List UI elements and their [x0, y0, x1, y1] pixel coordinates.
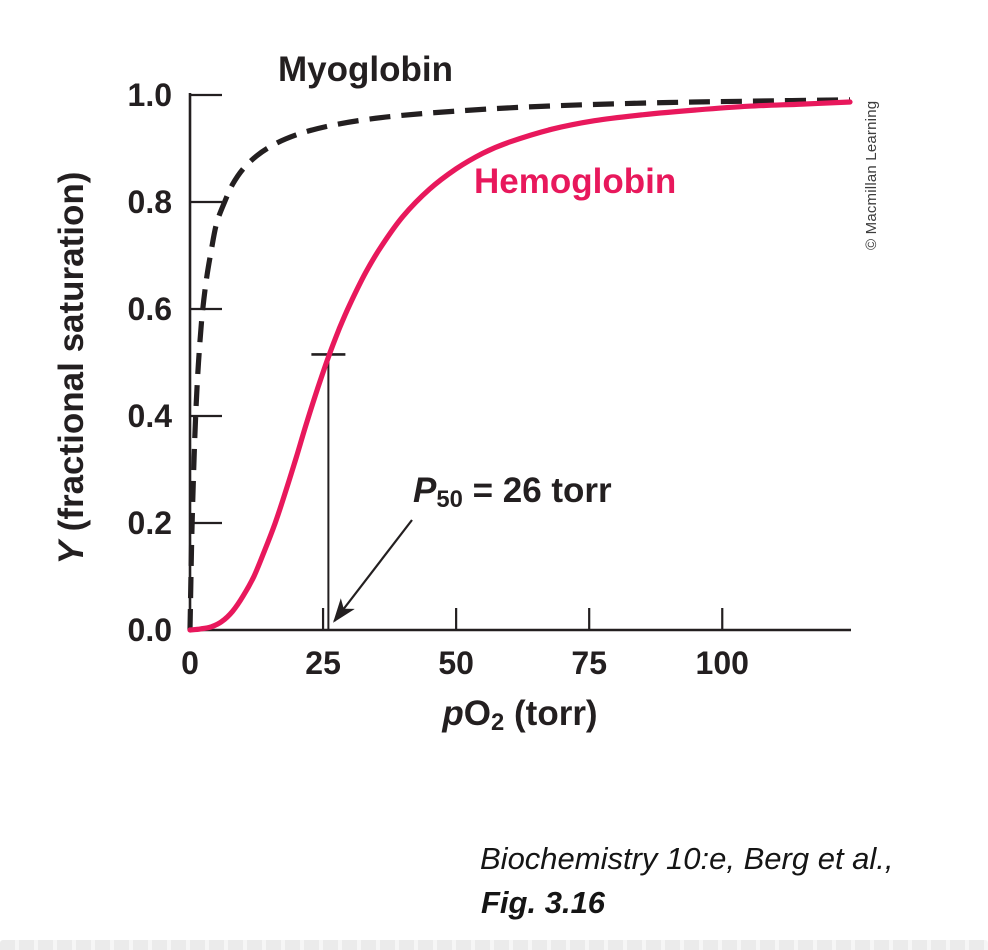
caption-figure-number: Fig. 3.16 — [481, 885, 606, 920]
p50-annotation-arrow — [333, 519, 413, 623]
x-axis-title-symbol: p — [442, 694, 464, 733]
p50-annotation-label: P50 = 26 torr — [413, 471, 612, 520]
x-axis-title-unit: (torr) — [504, 694, 598, 733]
y-axis-title-symbol: Y — [52, 541, 91, 565]
x-axis-title: pO2 (torr) — [360, 694, 680, 743]
y-tick-label: 0.2 — [127, 505, 172, 541]
y-tick-label: 1.0 — [127, 77, 172, 113]
y-tick-label: 0.6 — [127, 291, 172, 327]
y-tick-label: 0.4 — [127, 398, 172, 434]
x-tick-label: 100 — [695, 645, 749, 681]
p50-subscript: 50 — [436, 486, 463, 514]
p50-symbol: P — [413, 471, 437, 510]
caption-source: Biochemistry 10:e, Berg et al., — [480, 841, 894, 876]
myoglobin-curve-label: Myoglobin — [278, 50, 453, 89]
hemoglobin-curve-label: Hemoglobin — [474, 162, 677, 201]
y-axis-title: Y (fractional saturation) — [52, 130, 92, 606]
y-tick-label: 0.8 — [127, 184, 172, 220]
bottom-edge-band — [0, 940, 988, 950]
x-tick-label: 25 — [305, 645, 341, 681]
axis-tick-marks — [190, 93, 724, 630]
myoglobin-curve — [187, 97, 851, 631]
publisher-credit: © Macmillan Learning — [863, 100, 880, 250]
y-tick-label: 0.0 — [127, 612, 172, 648]
p50-value: = 26 torr — [462, 471, 612, 510]
x-tick-label: 0 — [181, 645, 199, 681]
x-axis-title-subscript: 2 — [491, 709, 505, 737]
x-axis-title-element: O — [463, 694, 492, 733]
hemoglobin-curve — [187, 99, 853, 633]
y-axis-title-text: (fractional saturation) — [52, 171, 91, 542]
x-tick-label: 75 — [571, 645, 607, 681]
x-tick-label: 50 — [438, 645, 474, 681]
